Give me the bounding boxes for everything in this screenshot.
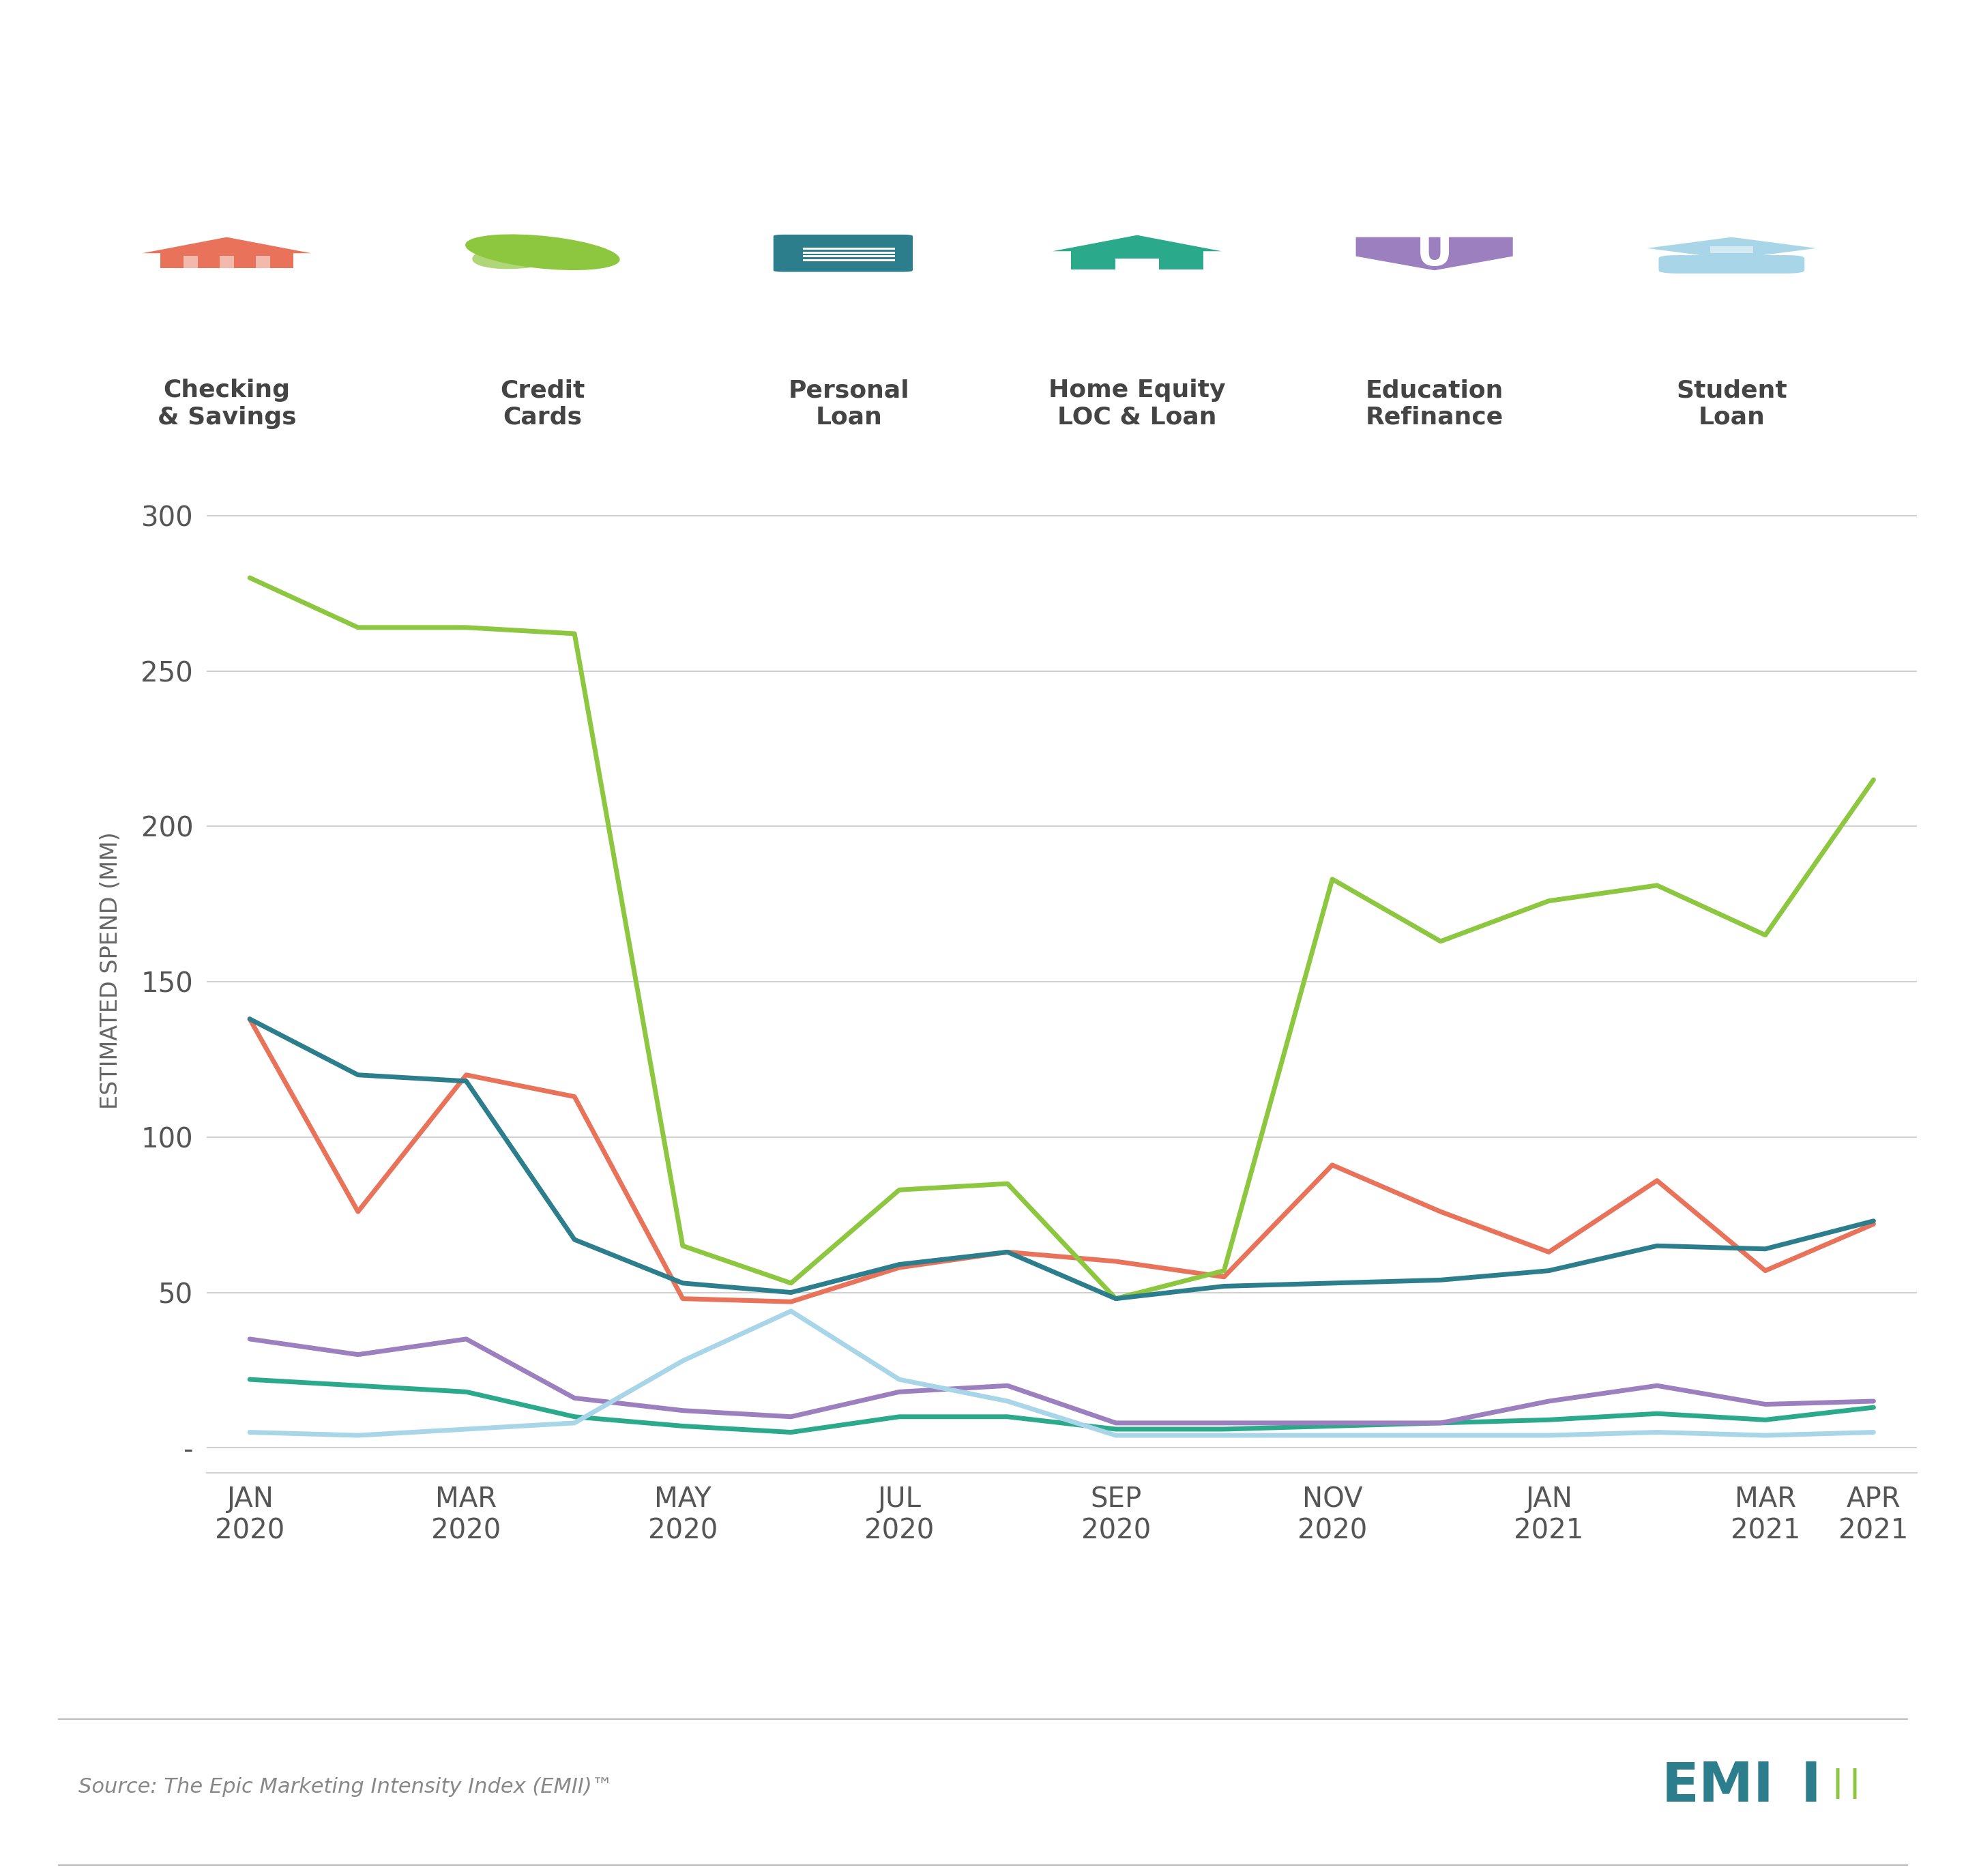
FancyBboxPatch shape (1071, 251, 1203, 270)
Polygon shape (1357, 236, 1514, 270)
Polygon shape (1648, 236, 1817, 259)
FancyBboxPatch shape (256, 255, 269, 268)
Text: I: I (1801, 1760, 1821, 1814)
Text: Personal
Loan: Personal Loan (788, 379, 910, 430)
Text: Checking
& Savings: Checking & Savings (157, 379, 297, 430)
FancyBboxPatch shape (804, 255, 895, 257)
Text: | |: | | (1832, 1767, 1860, 1799)
FancyBboxPatch shape (773, 234, 912, 272)
Text: Home Equity
LOC & Loan: Home Equity LOC & Loan (1048, 379, 1225, 430)
FancyBboxPatch shape (1115, 259, 1158, 270)
Text: Education
Refinance: Education Refinance (1364, 379, 1504, 430)
Text: Source: The Epic Marketing Intensity Index (EMII)™: Source: The Epic Marketing Intensity Ind… (79, 1777, 613, 1797)
Ellipse shape (472, 240, 576, 268)
Ellipse shape (466, 234, 619, 270)
FancyBboxPatch shape (1659, 255, 1805, 274)
FancyBboxPatch shape (220, 255, 234, 268)
Polygon shape (142, 236, 311, 253)
Text: U: U (1416, 229, 1453, 274)
FancyBboxPatch shape (804, 251, 895, 253)
Text: RELATIVE DIRECT-TO-CONSUMER SPENDING BY PRODUCT: RELATIVE DIRECT-TO-CONSUMER SPENDING BY … (136, 45, 1830, 98)
Y-axis label: ESTIMATED SPEND (MM): ESTIMATED SPEND (MM) (100, 833, 122, 1109)
FancyBboxPatch shape (1710, 246, 1754, 253)
Polygon shape (1052, 234, 1221, 251)
FancyBboxPatch shape (804, 248, 895, 250)
FancyBboxPatch shape (183, 255, 199, 268)
FancyBboxPatch shape (804, 259, 895, 261)
Text: EMI: EMI (1661, 1760, 1773, 1814)
Text: Student
Loan: Student Loan (1677, 379, 1787, 430)
Text: Credit
Cards: Credit Cards (499, 379, 586, 430)
FancyBboxPatch shape (161, 253, 293, 268)
